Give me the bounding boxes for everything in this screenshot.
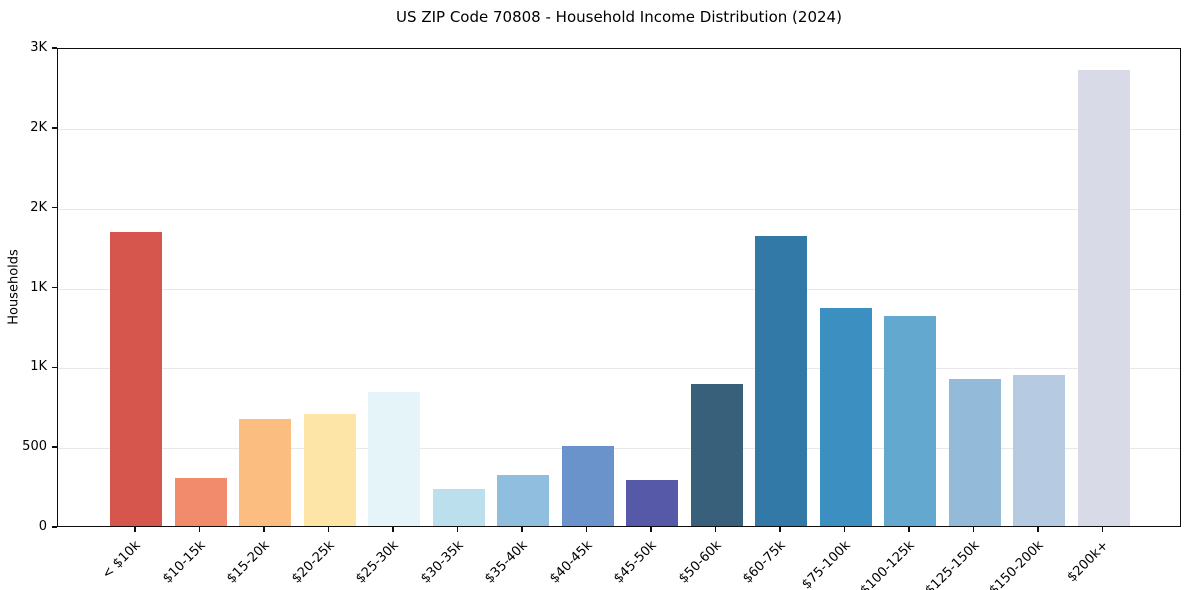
bar-$25-30k [368, 391, 420, 526]
y-tick-label-3000: 3K [30, 40, 47, 55]
y-tick-mark-500 [52, 446, 57, 448]
x-tick-label-$100-125k: $100-125k [857, 538, 918, 590]
bar-$50-60k [690, 383, 743, 526]
y-tick-mark-2000 [52, 206, 57, 209]
y-tick-mark-1000 [52, 366, 57, 369]
bar-$60-75k [755, 235, 807, 526]
bar-$200k+ [1077, 69, 1130, 526]
gridline-1000 [58, 368, 1180, 370]
gridline-2000 [58, 208, 1180, 210]
x-tick-label-$45-50k: $45-50k [611, 538, 660, 587]
x-tick-label-$40-45k: $40-45k [546, 538, 596, 587]
y-tick-label-2000: 2K [30, 199, 47, 215]
x-tick-mark-$40-45k [585, 527, 588, 532]
bar-$30-35k [432, 489, 485, 526]
x-tick-mark-$150-200k [1037, 527, 1039, 532]
x-tick-label-$150-200k: $150-200k [986, 538, 1047, 590]
x-tick-label-$30-35k: $30-35k [417, 538, 467, 587]
x-tick-mark-$35-40k [521, 527, 523, 532]
x-axis: < $10k $10-15k $15-20k $20-25k $25-30k $30-35… [57, 527, 1181, 590]
bar-< $10k [110, 231, 162, 526]
x-tick-label-$20-25k: $20-25k [288, 538, 338, 587]
x-tick-mark-$60-75k [779, 527, 781, 532]
y-tick-label-1500: 1K [30, 279, 47, 295]
bar-$40-45k [561, 445, 614, 526]
x-tick-mark-$75-100k [843, 527, 846, 532]
x-tick-label-$15-20k: $15-20k [224, 538, 273, 587]
y-tick-mark-0 [52, 526, 57, 528]
x-tick-mark-$45-50k [650, 527, 652, 532]
bar-$15-20k [239, 418, 291, 526]
y-tick-label-500: 500 [22, 439, 47, 455]
y-tick-label-1000: 1K [30, 359, 47, 375]
y-tick-mark-3000 [52, 47, 57, 49]
x-tick-mark-$125-150k [972, 527, 975, 532]
bar-$35-40k [497, 475, 549, 526]
bar-$20-25k [303, 413, 356, 526]
x-tick-label-$25-30k: $25-30k [353, 538, 402, 587]
x-tick-mark-$25-30k [392, 527, 394, 532]
x-tick-label-< $10k: < $10k [99, 538, 144, 583]
x-tick-mark-$100-125k [908, 527, 910, 532]
x-tick-label-$75-100k: $75-100k [798, 538, 854, 590]
plot-area [57, 48, 1181, 527]
gridline-2500 [58, 128, 1180, 130]
y-tick-label-2500: 2K [30, 119, 47, 135]
x-tick-label-$35-40k: $35-40k [482, 538, 531, 587]
gridline-500 [58, 448, 1180, 450]
x-tick-label-$60-75k: $60-75k [740, 538, 789, 587]
bar-$100-125k [884, 316, 936, 526]
x-tick-label-$10-15k: $10-15k [159, 538, 209, 587]
x-tick-label-$125-150k: $125-150k [921, 538, 983, 590]
x-tick-mark-$10-15k [198, 527, 201, 532]
bar-$10-15k [174, 477, 227, 526]
x-tick-mark-$20-25k [327, 527, 330, 532]
x-tick-mark-< $10k [134, 527, 136, 532]
y-tick-label-0: 0 [38, 519, 47, 534]
chart-title: US ZIP Code 70808 - Household Income Dis… [396, 8, 842, 26]
x-tick-mark-$30-35k [456, 527, 459, 532]
x-tick-mark-$15-20k [263, 527, 265, 532]
x-tick-mark-$50-60k [714, 527, 717, 532]
x-tick-mark-$200k+ [1101, 527, 1104, 532]
y-axis: 0 500 1K 1K 2K 2K 3K [0, 40, 57, 534]
bar-$125-150k [948, 378, 1001, 526]
y-tick-mark-2500 [52, 127, 57, 129]
bar-$75-100k [819, 308, 872, 526]
bar-$150-200k [1013, 374, 1065, 526]
x-tick-label-$200k+: $200k+ [1064, 538, 1112, 586]
gridline-1500 [58, 288, 1180, 290]
x-tick-label-$50-60k: $50-60k [675, 538, 725, 587]
y-tick-mark-1500 [52, 286, 57, 289]
bar-$45-50k [626, 479, 678, 526]
